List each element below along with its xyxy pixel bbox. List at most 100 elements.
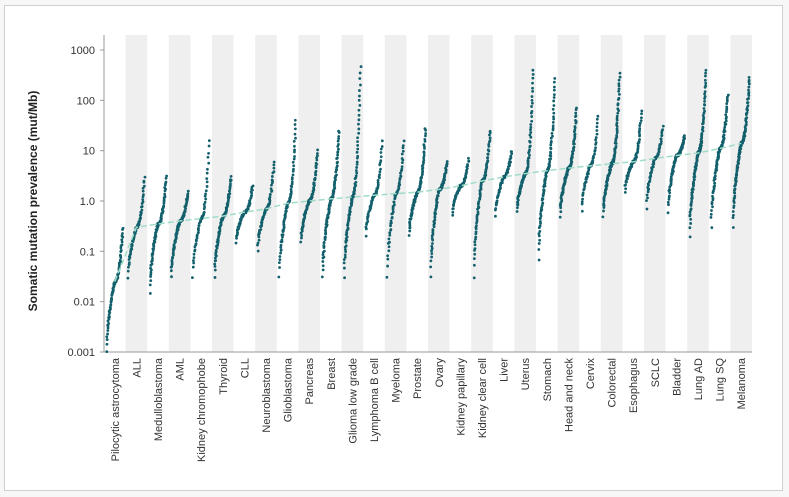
data-point bbox=[343, 276, 346, 280]
data-point bbox=[615, 117, 619, 120]
median-trend-line bbox=[114, 142, 742, 282]
data-point bbox=[487, 143, 491, 146]
data-point bbox=[315, 158, 319, 162]
data-point bbox=[732, 204, 736, 208]
data-point bbox=[624, 179, 628, 183]
data-point bbox=[430, 244, 434, 248]
data-point bbox=[141, 186, 145, 190]
data-point bbox=[149, 266, 152, 270]
category-band bbox=[125, 35, 148, 352]
data-point bbox=[355, 160, 359, 164]
data-point bbox=[467, 159, 471, 163]
data-point bbox=[292, 139, 296, 143]
data-point bbox=[380, 145, 384, 148]
data-point bbox=[193, 248, 197, 252]
data-point bbox=[285, 205, 289, 209]
category-band bbox=[212, 35, 234, 352]
data-point bbox=[357, 131, 361, 135]
data-point bbox=[552, 111, 556, 115]
data-point bbox=[379, 151, 383, 154]
data-point bbox=[430, 237, 434, 240]
data-point bbox=[151, 251, 155, 255]
data-point bbox=[586, 175, 589, 179]
data-point bbox=[689, 207, 693, 211]
x-tick-label: Lymphoma B cell bbox=[369, 358, 381, 442]
data-point bbox=[488, 139, 492, 142]
data-point bbox=[731, 226, 735, 229]
y-tick-label: 0.01 bbox=[74, 297, 95, 309]
data-point bbox=[636, 147, 640, 151]
data-point bbox=[354, 174, 358, 178]
data-point bbox=[192, 259, 195, 262]
data-point bbox=[272, 160, 276, 164]
data-point bbox=[703, 103, 706, 106]
data-point bbox=[710, 200, 714, 204]
data-point bbox=[595, 129, 599, 132]
data-point bbox=[387, 249, 391, 253]
data-point bbox=[285, 209, 288, 213]
data-point bbox=[356, 136, 359, 140]
data-point bbox=[688, 226, 692, 230]
data-point bbox=[702, 116, 706, 120]
data-point bbox=[106, 332, 109, 336]
data-point bbox=[429, 259, 433, 263]
data-point bbox=[142, 184, 146, 188]
data-point bbox=[197, 224, 201, 227]
data-point bbox=[615, 134, 619, 137]
data-point bbox=[300, 234, 304, 237]
data-point bbox=[325, 223, 329, 227]
data-point bbox=[407, 234, 411, 237]
data-point bbox=[499, 186, 502, 190]
data-point bbox=[580, 209, 584, 213]
data-point bbox=[537, 248, 541, 251]
data-point bbox=[530, 105, 533, 108]
data-point bbox=[108, 306, 112, 309]
series-bladder bbox=[666, 134, 687, 215]
data-point bbox=[270, 178, 274, 182]
data-point bbox=[345, 235, 349, 239]
data-point bbox=[539, 216, 542, 220]
data-point bbox=[336, 139, 340, 143]
data-point bbox=[613, 141, 617, 145]
data-point bbox=[710, 209, 713, 212]
data-point bbox=[344, 244, 348, 248]
data-point bbox=[292, 157, 296, 161]
series-lung-sq bbox=[709, 93, 730, 230]
data-point bbox=[732, 190, 736, 194]
data-point bbox=[204, 192, 207, 196]
data-point bbox=[495, 199, 499, 203]
data-point bbox=[473, 243, 477, 247]
data-point bbox=[386, 264, 389, 268]
data-point bbox=[206, 167, 209, 171]
data-point bbox=[376, 181, 380, 185]
data-point bbox=[159, 214, 163, 218]
data-point bbox=[213, 268, 217, 272]
data-point bbox=[294, 136, 297, 140]
data-point bbox=[559, 196, 563, 200]
data-point bbox=[467, 156, 470, 160]
data-point bbox=[327, 206, 331, 210]
data-point bbox=[528, 144, 532, 148]
data-point bbox=[278, 258, 282, 262]
data-point bbox=[735, 172, 738, 176]
data-point bbox=[289, 188, 293, 191]
data-point bbox=[279, 251, 282, 255]
data-point bbox=[711, 194, 714, 198]
data-point bbox=[552, 85, 556, 89]
data-point bbox=[494, 214, 497, 218]
data-point bbox=[531, 81, 534, 85]
data-point bbox=[645, 199, 648, 202]
data-point bbox=[213, 276, 217, 279]
data-point bbox=[473, 252, 477, 256]
data-point bbox=[537, 258, 541, 262]
data-point bbox=[121, 232, 124, 235]
data-point bbox=[335, 173, 338, 177]
data-point bbox=[640, 109, 644, 113]
series-sclc bbox=[645, 124, 665, 211]
data-point bbox=[544, 174, 548, 177]
data-point bbox=[379, 147, 383, 151]
data-point bbox=[592, 155, 595, 158]
data-point bbox=[105, 342, 109, 346]
data-point bbox=[420, 175, 423, 179]
data-point bbox=[322, 244, 326, 247]
